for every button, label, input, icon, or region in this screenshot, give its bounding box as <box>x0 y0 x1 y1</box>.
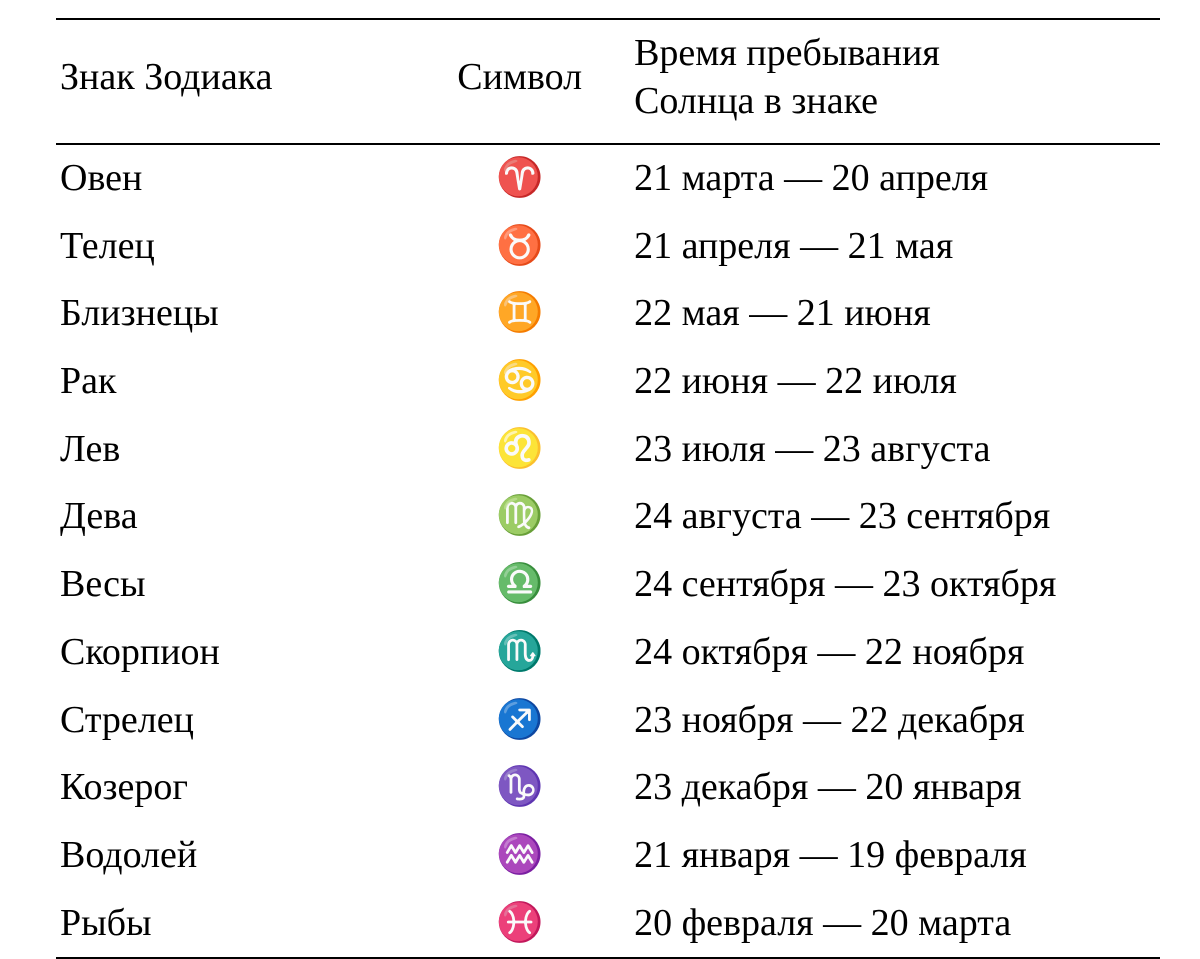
table-row: Дева ♍ 24 августа — 23 сентября <box>56 483 1160 551</box>
cell-name: Рак <box>56 348 409 416</box>
header-dates-line2: Солнца в знаке <box>634 80 878 122</box>
cell-name: Лев <box>56 416 409 484</box>
cell-symbol: ♌ <box>409 416 630 484</box>
table-row: Телец ♉ 21 апреля — 21 мая <box>56 213 1160 281</box>
table-row: Козерог ♑ 23 декабря — 20 января <box>56 754 1160 822</box>
table-header: Знак Зодиака Символ Время пребывания Сол… <box>56 19 1160 144</box>
cell-dates: 22 мая — 21 июня <box>630 280 1160 348</box>
cell-symbol: ♍ <box>409 483 630 551</box>
cell-dates: 23 декабря — 20 января <box>630 754 1160 822</box>
table-row: Лев ♌ 23 июля — 23 августа <box>56 416 1160 484</box>
table-row: Стрелец ♐ 23 ноября — 22 декабря <box>56 687 1160 755</box>
cell-symbol: ♒ <box>409 822 630 890</box>
cell-name: Дева <box>56 483 409 551</box>
cell-dates: 20 февраля — 20 марта <box>630 890 1160 959</box>
table-body: Овен ♈ 21 марта — 20 апреля Телец ♉ 21 а… <box>56 144 1160 958</box>
cell-dates: 23 июля — 23 августа <box>630 416 1160 484</box>
cell-dates: 23 ноября — 22 декабря <box>630 687 1160 755</box>
cell-name: Весы <box>56 551 409 619</box>
zodiac-table-page: Знак Зодиака Символ Время пребывания Сол… <box>0 0 1200 958</box>
cell-dates: 24 сентября — 23 октября <box>630 551 1160 619</box>
table-header-row: Знак Зодиака Символ Время пребывания Сол… <box>56 19 1160 144</box>
table-row: Овен ♈ 21 марта — 20 апреля <box>56 144 1160 213</box>
header-symbol: Символ <box>409 19 630 144</box>
cell-name: Близнецы <box>56 280 409 348</box>
cell-name: Рыбы <box>56 890 409 959</box>
cell-name: Водолей <box>56 822 409 890</box>
cell-dates: 21 апреля — 21 мая <box>630 213 1160 281</box>
table-row: Весы ♎ 24 сентября — 23 октября <box>56 551 1160 619</box>
table-row: Скорпион ♏ 24 октября — 22 ноября <box>56 619 1160 687</box>
cell-symbol: ♉ <box>409 213 630 281</box>
table-row: Близнецы ♊ 22 мая — 21 июня <box>56 280 1160 348</box>
cell-symbol: ♑ <box>409 754 630 822</box>
cell-dates: 24 октября — 22 ноября <box>630 619 1160 687</box>
cell-symbol: ♐ <box>409 687 630 755</box>
zodiac-table: Знак Зодиака Символ Время пребывания Сол… <box>56 18 1160 959</box>
table-row: Водолей ♒ 21 января — 19 февраля <box>56 822 1160 890</box>
cell-dates: 21 января — 19 февраля <box>630 822 1160 890</box>
cell-name: Стрелец <box>56 687 409 755</box>
table-row: Рак ♋ 22 июня — 22 июля <box>56 348 1160 416</box>
table-row: Рыбы ♓ 20 февраля — 20 марта <box>56 890 1160 959</box>
cell-symbol: ♓ <box>409 890 630 959</box>
cell-symbol: ♎ <box>409 551 630 619</box>
header-dates: Время пребывания Солнца в знаке <box>630 19 1160 144</box>
header-name: Знак Зодиака <box>56 19 409 144</box>
header-dates-line1: Время пребывания <box>634 32 940 74</box>
cell-symbol: ♏ <box>409 619 630 687</box>
cell-dates: 21 марта — 20 апреля <box>630 144 1160 213</box>
cell-name: Овен <box>56 144 409 213</box>
cell-name: Скорпион <box>56 619 409 687</box>
cell-name: Козерог <box>56 754 409 822</box>
cell-name: Телец <box>56 213 409 281</box>
cell-symbol: ♊ <box>409 280 630 348</box>
cell-dates: 22 июня — 22 июля <box>630 348 1160 416</box>
cell-symbol: ♈ <box>409 144 630 213</box>
cell-symbol: ♋ <box>409 348 630 416</box>
cell-dates: 24 августа — 23 сентября <box>630 483 1160 551</box>
